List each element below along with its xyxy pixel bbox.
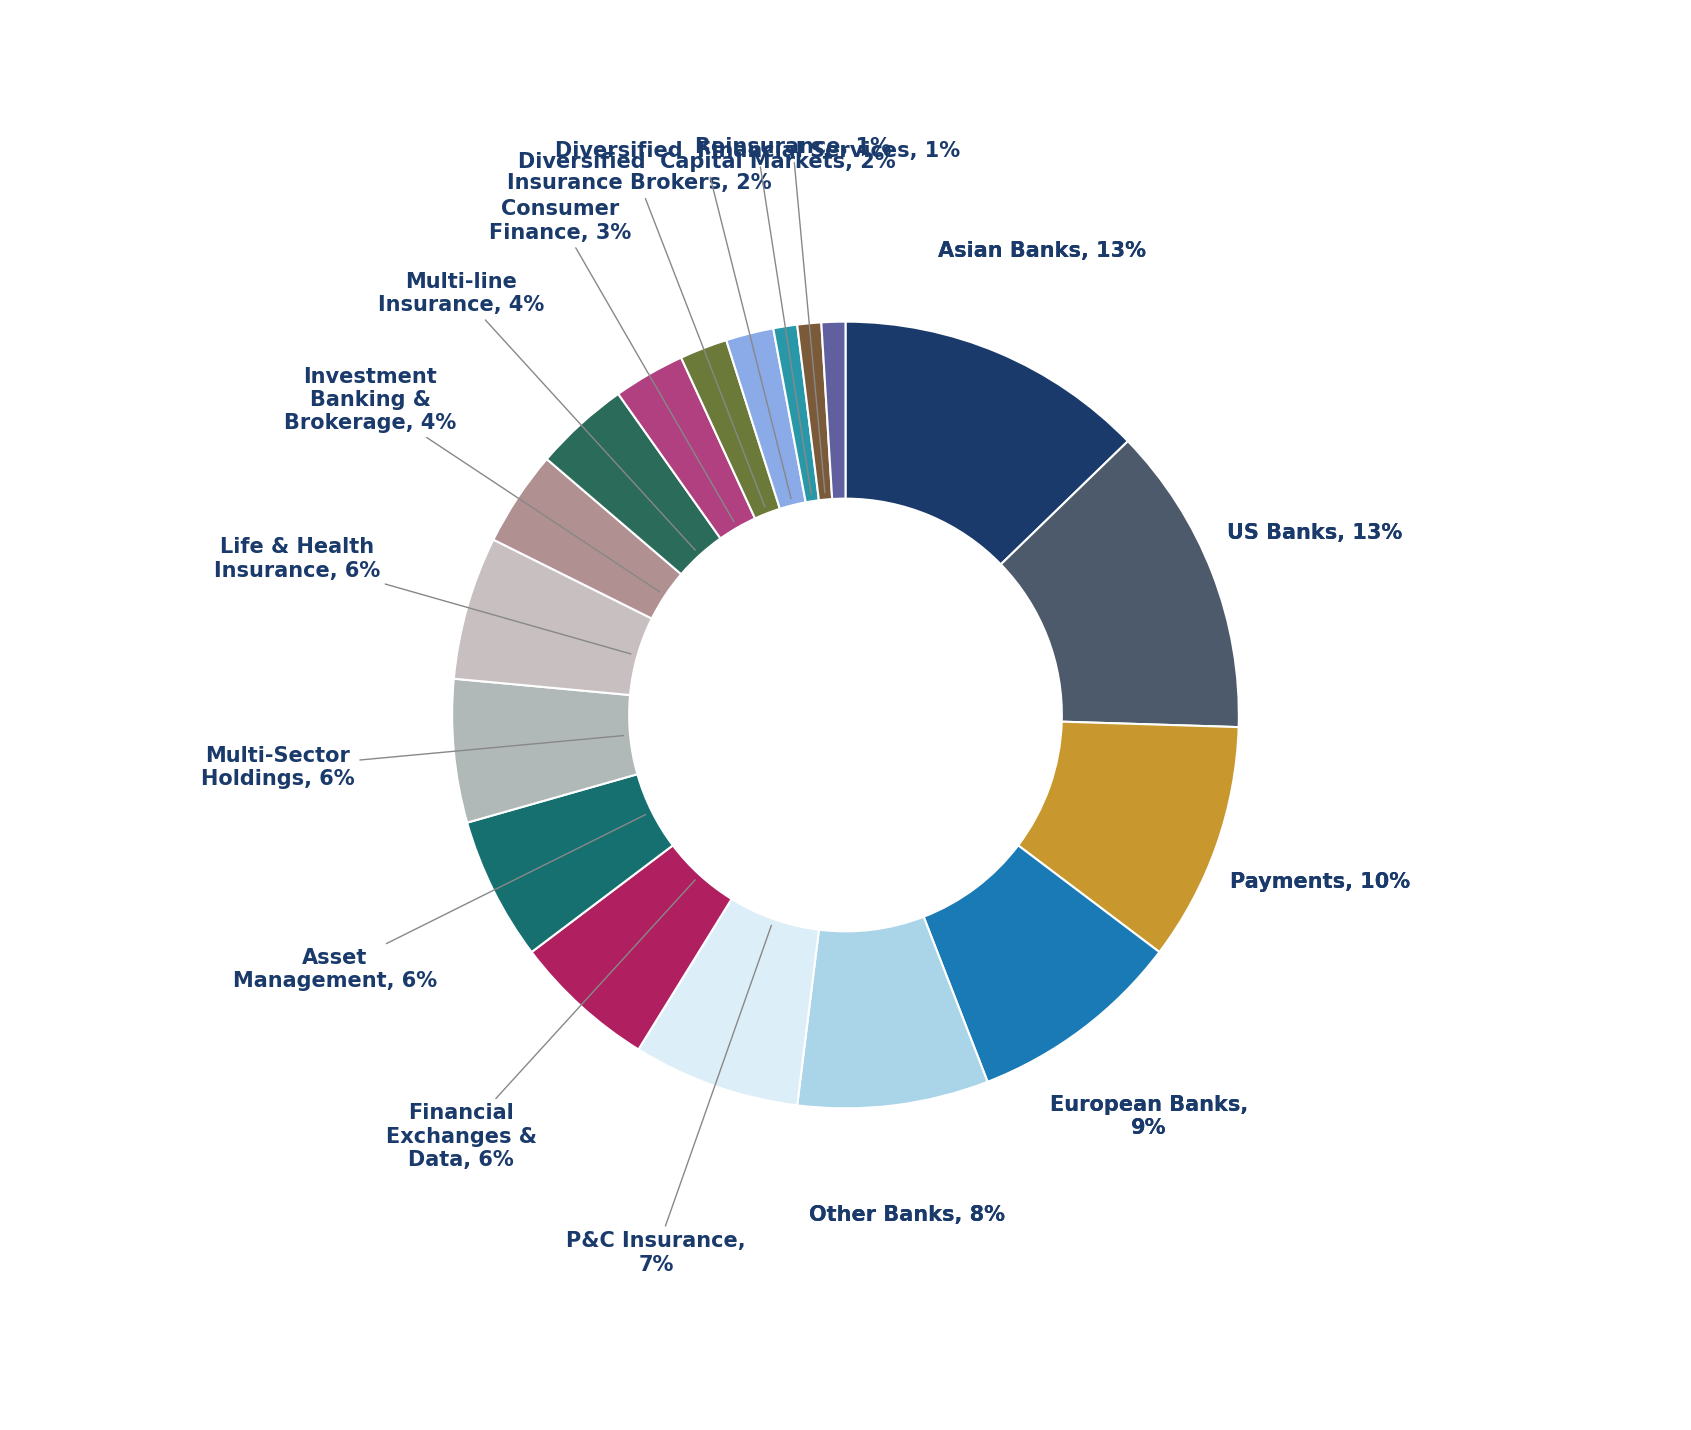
Text: Asset
Management, 6%: Asset Management, 6%: [233, 815, 646, 991]
Wedge shape: [467, 774, 673, 952]
Wedge shape: [923, 845, 1160, 1083]
Text: Other Banks, 8%: Other Banks, 8%: [810, 1204, 1006, 1224]
Text: Other Banks, 8%: Other Banks, 8%: [810, 1204, 1006, 1224]
Text: Multi-line
Insurance, 4%: Multi-line Insurance, 4%: [379, 272, 695, 551]
Wedge shape: [725, 329, 805, 509]
Text: Life & Health
Insurance, 6%: Life & Health Insurance, 6%: [213, 538, 631, 654]
Text: Diversified  Capital Markets, 2%: Diversified Capital Markets, 2%: [517, 152, 895, 499]
Text: Asian Banks, 13%: Asian Banks, 13%: [939, 242, 1146, 262]
Text: Payments, 10%: Payments, 10%: [1231, 872, 1410, 892]
Text: Consumer
Finance, 3%: Consumer Finance, 3%: [489, 199, 734, 522]
Text: Financial
Exchanges &
Data, 6%: Financial Exchanges & Data, 6%: [386, 879, 695, 1170]
Wedge shape: [546, 393, 720, 575]
Wedge shape: [681, 340, 780, 519]
Wedge shape: [1001, 442, 1240, 726]
Text: Multi-Sector
Holdings, 6%: Multi-Sector Holdings, 6%: [201, 735, 624, 789]
Text: Diversified  Financial Services, 1%: Diversified Financial Services, 1%: [555, 142, 960, 495]
Wedge shape: [453, 539, 651, 695]
Wedge shape: [822, 322, 846, 499]
Wedge shape: [846, 322, 1128, 565]
Wedge shape: [773, 325, 818, 502]
Wedge shape: [619, 358, 756, 539]
Text: US Banks, 13%: US Banks, 13%: [1228, 523, 1402, 543]
Wedge shape: [494, 459, 681, 619]
Text: P&C Insurance,
7%: P&C Insurance, 7%: [566, 925, 771, 1274]
Wedge shape: [796, 917, 988, 1108]
Text: Insurance Brokers, 2%: Insurance Brokers, 2%: [507, 173, 771, 508]
Text: Asian Banks, 13%: Asian Banks, 13%: [939, 242, 1146, 262]
Text: Reinsurance, 1%: Reinsurance, 1%: [695, 137, 891, 493]
Wedge shape: [531, 845, 732, 1050]
Wedge shape: [639, 899, 818, 1105]
Wedge shape: [451, 679, 638, 822]
Text: European Banks,
9%: European Banks, 9%: [1050, 1095, 1248, 1138]
Wedge shape: [796, 322, 832, 500]
Text: US Banks, 13%: US Banks, 13%: [1228, 523, 1402, 543]
Text: Investment
Banking &
Brokerage, 4%: Investment Banking & Brokerage, 4%: [284, 366, 659, 592]
Text: Payments, 10%: Payments, 10%: [1231, 872, 1410, 892]
Wedge shape: [1018, 722, 1240, 952]
Text: European Banks,
9%: European Banks, 9%: [1050, 1095, 1248, 1138]
